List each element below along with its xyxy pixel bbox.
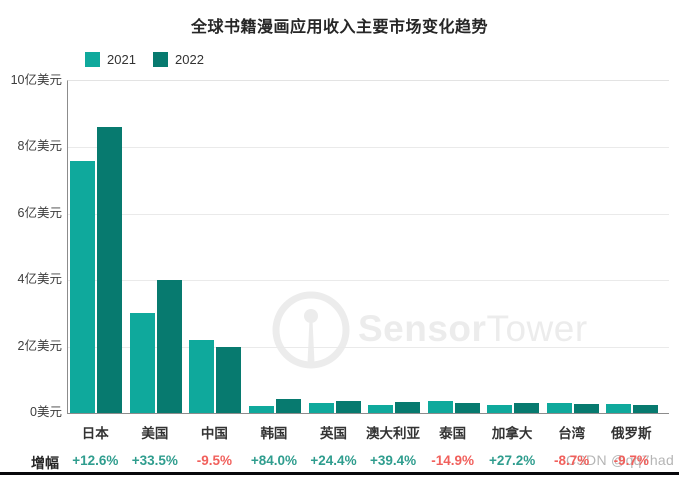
growth-value-6: -14.9% — [431, 453, 474, 468]
gridline-4 — [68, 280, 669, 282]
bar-2022-6 — [454, 402, 480, 413]
x-label-7: 加拿大 — [491, 426, 533, 441]
x-label-8: 台湾 — [558, 426, 586, 441]
growth-row-label: 增幅 — [31, 455, 59, 471]
bar-group-2 — [189, 81, 242, 413]
x-label-4: 英国 — [320, 426, 347, 441]
x-label-9: 俄罗斯 — [611, 426, 652, 441]
bar-2022-2 — [216, 346, 242, 413]
bar-2021-8 — [546, 403, 572, 413]
bar-2021-5 — [368, 405, 394, 413]
y-tick-label-10: 10亿美元 — [10, 73, 62, 87]
bottom-border-line — [0, 472, 679, 475]
bar-group-8 — [546, 81, 599, 413]
sensortower-wordmark: SensorTower — [358, 308, 588, 349]
growth-value-4: +24.4% — [310, 453, 357, 468]
bar-2021-1 — [129, 313, 155, 413]
bar-group-5 — [368, 81, 421, 413]
plot-area: SensorTower — [67, 80, 669, 414]
growth-value-7: +27.2% — [489, 453, 536, 468]
growth-value-9: -9.7% — [613, 453, 649, 468]
x-label-5: 澳大利亚 — [366, 426, 421, 441]
x-label-3: 韩国 — [260, 426, 288, 441]
bar-group-0 — [70, 81, 123, 413]
growth-value-3: +84.0% — [250, 453, 298, 468]
growth-value-2: -9.5% — [196, 453, 233, 468]
bar-2021-7 — [487, 405, 513, 413]
bar-group-3 — [248, 81, 301, 413]
x-label-1: 美国 — [141, 426, 169, 441]
bar-2021-3 — [248, 405, 274, 413]
bar-group-4 — [308, 81, 361, 413]
bar-2021-4 — [308, 403, 334, 413]
bar-group-9 — [606, 81, 659, 413]
x-label-2: 中国 — [200, 426, 228, 441]
bar-2022-0 — [97, 127, 123, 413]
y-tick-label-8: 8亿美元 — [17, 139, 62, 154]
bar-2022-1 — [156, 280, 182, 413]
bar-2021-0 — [70, 160, 96, 413]
x-label-6: 泰国 — [439, 426, 467, 441]
legend-label-2022: 2022 — [175, 52, 204, 67]
bar-group-6 — [427, 81, 480, 413]
sensortower-logo-icon — [272, 291, 350, 369]
bar-2022-3 — [275, 399, 301, 413]
bar-2021-2 — [189, 339, 215, 413]
legend-swatch-2021 — [85, 52, 100, 67]
bar-2022-4 — [335, 401, 361, 413]
y-tick-label-2: 2亿美元 — [17, 338, 62, 353]
chart-title: 全球书籍漫画应用收入主要市场变化趋势 — [190, 19, 488, 36]
legend-label-2021: 2021 — [107, 52, 136, 67]
y-tick-label-0: 0美元 — [30, 405, 62, 419]
gridline-8 — [68, 147, 669, 149]
bar-2022-8 — [573, 404, 599, 413]
y-tick-label-6: 6亿美元 — [17, 205, 62, 220]
growth-value-0: +12.6% — [72, 453, 119, 468]
x-label-0: 日本 — [81, 426, 109, 441]
growth-value-5: +39.4% — [369, 453, 417, 468]
y-tick-label-4: 4亿美元 — [17, 272, 62, 287]
bar-2022-9 — [633, 405, 659, 413]
legend-swatch-2022 — [153, 52, 168, 67]
bar-group-7 — [487, 81, 540, 413]
growth-value-8: -8.7% — [554, 453, 590, 468]
gridline-6 — [68, 213, 669, 215]
growth-value-1: +33.5% — [131, 453, 178, 468]
bar-2021-9 — [606, 404, 632, 413]
bar-2022-5 — [395, 402, 421, 413]
legend-item-2022: 2022 — [153, 52, 204, 67]
bar-group-1 — [129, 81, 182, 413]
csdn-watermark: CSDN @qq7had — [566, 452, 675, 468]
sensortower-watermark: SensorTower — [271, 286, 588, 372]
bar-2021-6 — [427, 401, 453, 413]
gridline-2 — [68, 346, 669, 348]
legend-item-2021: 2021 — [85, 52, 136, 67]
bar-2022-7 — [514, 403, 540, 413]
